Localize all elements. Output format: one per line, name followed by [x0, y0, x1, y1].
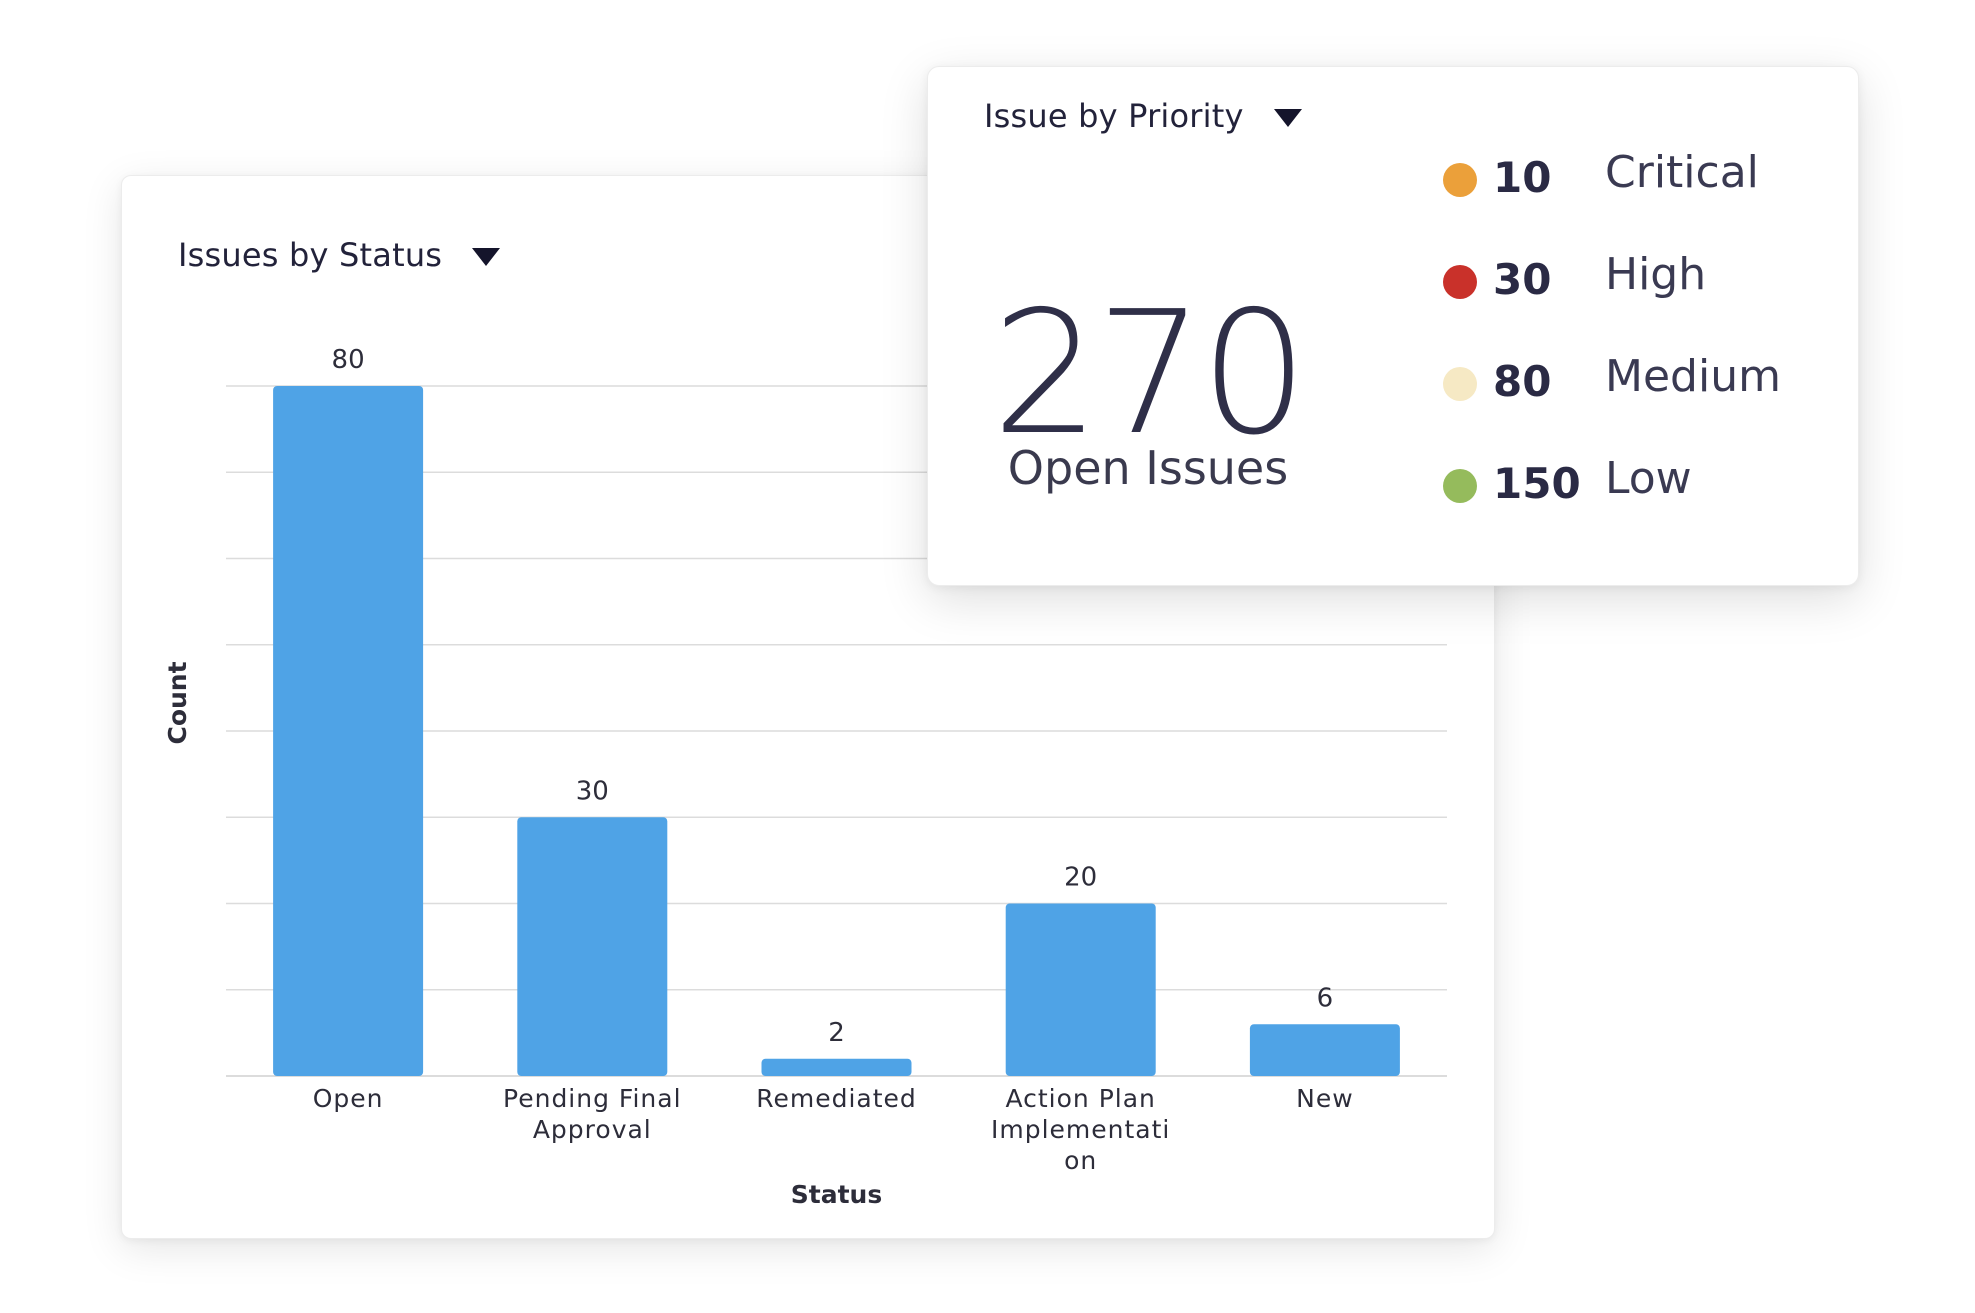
bar-value-label: 30: [576, 776, 609, 806]
bar-value-label: 80: [332, 345, 365, 375]
x-tick-label: Action Plan: [1005, 1084, 1155, 1113]
total-open-issues: 270: [991, 275, 1308, 473]
bar[interactable]: [1005, 903, 1156, 1077]
x-tick-label: Pending Final: [503, 1084, 682, 1113]
bar[interactable]: [1249, 1024, 1400, 1076]
x-tick-label: Implementati: [991, 1115, 1170, 1144]
total-open-issues-label: Open Issues: [1007, 441, 1289, 495]
priority-row-high[interactable]: 30 High: [1443, 249, 1823, 309]
bar[interactable]: [517, 817, 668, 1076]
critical-dot-icon: [1443, 163, 1477, 197]
x-tick-label: Approval: [533, 1115, 652, 1144]
bar[interactable]: [761, 1058, 912, 1076]
x-tick-label: Open: [313, 1084, 384, 1113]
high-dot-icon: [1443, 265, 1477, 299]
bar-value-label: 6: [1317, 983, 1334, 1013]
medium-label: Medium: [1605, 351, 1781, 402]
bar-value-label: 20: [1064, 863, 1097, 893]
issue-by-priority-card: Issue by Priority 270 Open Issues 10 Cri…: [927, 66, 1859, 586]
caret-down-icon[interactable]: [472, 248, 501, 266]
status-chart-dropdown[interactable]: Issues by Status: [178, 236, 501, 274]
high-count: 30: [1493, 255, 1552, 304]
x-tick-label: Remediated: [756, 1084, 917, 1113]
priority-row-low[interactable]: 150 Low: [1443, 453, 1823, 513]
priority-dropdown[interactable]: Issue by Priority: [984, 97, 1302, 135]
bar-value-label: 2: [828, 1018, 845, 1048]
priority-row-critical[interactable]: 10 Critical: [1443, 147, 1823, 207]
y-axis-title: Count: [163, 661, 192, 744]
bar[interactable]: [273, 386, 424, 1076]
critical-label: Critical: [1605, 147, 1759, 198]
high-label: High: [1605, 249, 1707, 300]
caret-down-icon[interactable]: [1273, 109, 1302, 127]
x-tick-label: on: [1064, 1146, 1097, 1175]
priority-row-medium[interactable]: 80 Medium: [1443, 351, 1823, 411]
medium-count: 80: [1493, 357, 1552, 406]
status-chart-title: Issues by Status: [178, 236, 443, 274]
low-dot-icon: [1443, 469, 1477, 503]
low-count: 150: [1493, 459, 1581, 508]
x-tick-label: New: [1296, 1084, 1354, 1113]
critical-count: 10: [1493, 153, 1552, 202]
medium-dot-icon: [1443, 367, 1477, 401]
priority-title: Issue by Priority: [984, 97, 1244, 135]
low-label: Low: [1605, 453, 1692, 504]
x-axis-title: Status: [791, 1180, 882, 1209]
